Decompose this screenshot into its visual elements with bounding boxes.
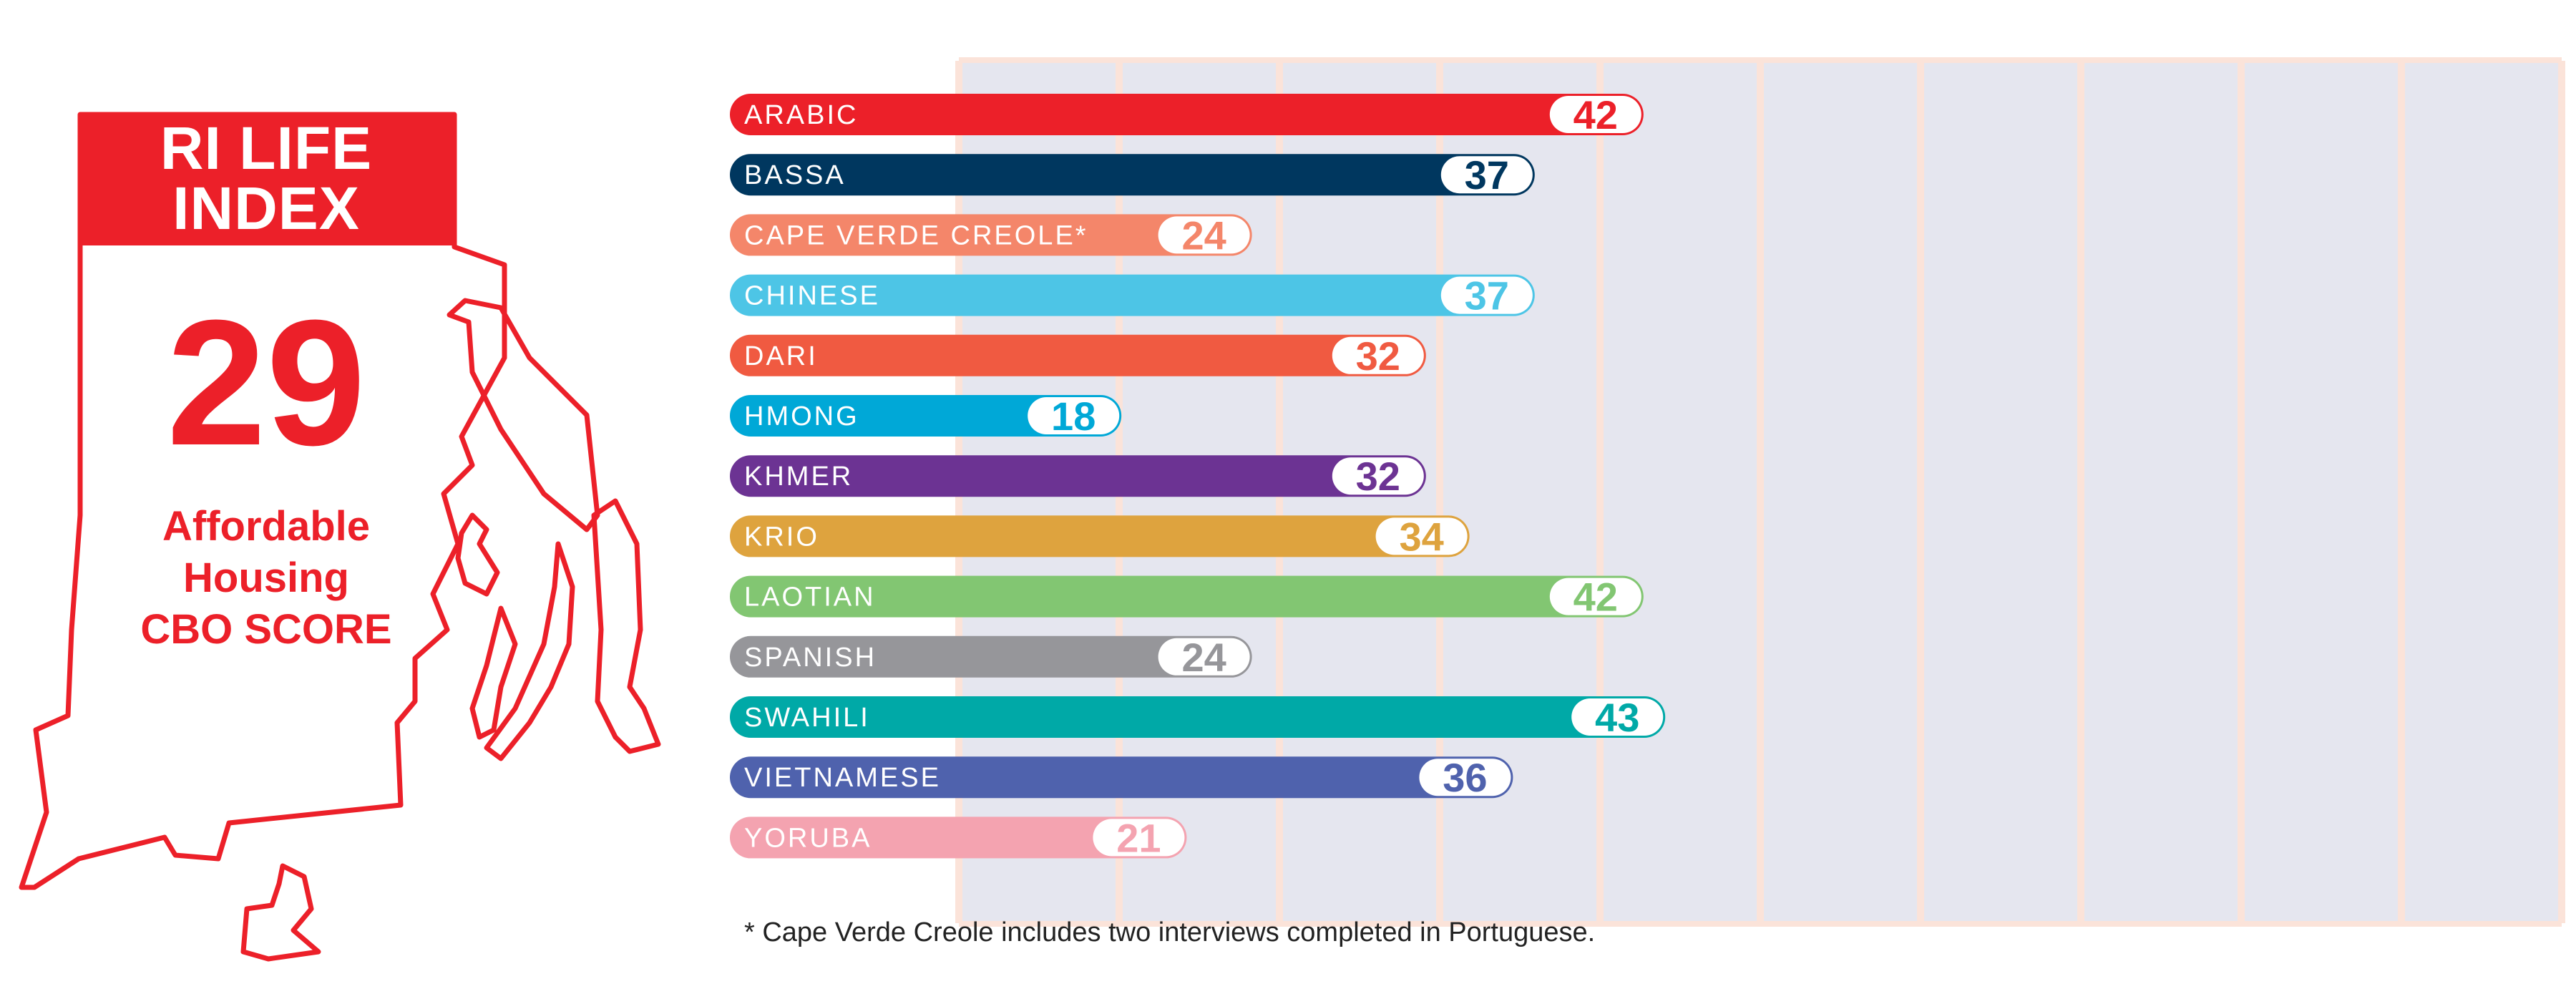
bar <box>730 94 1644 135</box>
data-label: 34 <box>1399 514 1443 559</box>
grid-line <box>1917 61 1924 923</box>
bar <box>730 395 1122 437</box>
category-label: CHINESE <box>744 281 880 311</box>
value-pill <box>1571 698 1664 736</box>
data-label: 42 <box>1574 92 1618 137</box>
conanicut-island-outline <box>455 512 500 597</box>
grid-line <box>2238 61 2245 923</box>
category-label: CAPE VERDE CREOLE* <box>744 220 1088 250</box>
data-label: 37 <box>1465 152 1509 198</box>
category-label: DARI <box>744 341 818 371</box>
index-title-line2: INDEX <box>172 175 360 242</box>
grid-line <box>959 57 2562 63</box>
sakonnet-outline <box>484 541 575 761</box>
bar <box>730 817 1187 859</box>
data-label: 24 <box>1181 213 1226 258</box>
value-pill <box>1332 336 1424 374</box>
block-island-outline <box>240 863 321 962</box>
value-pill <box>1440 276 1533 314</box>
value-pill <box>1332 457 1424 495</box>
score-label-line1: Affordable <box>162 503 370 550</box>
value-pill <box>1549 577 1641 615</box>
bar <box>730 756 1513 799</box>
data-label: 37 <box>1465 273 1509 318</box>
title-box <box>80 113 454 245</box>
bar <box>730 154 1535 196</box>
category-label: KRIO <box>744 522 819 552</box>
grid-line <box>1596 61 1604 923</box>
grid-line <box>1436 61 1443 923</box>
grid-line <box>2077 61 2084 923</box>
data-label: 36 <box>1443 755 1487 800</box>
value-pill <box>1440 156 1533 194</box>
value-pill <box>1419 759 1511 796</box>
bar <box>730 455 1426 497</box>
bar <box>730 575 1644 618</box>
category-label: HMONG <box>744 401 859 432</box>
data-label: 24 <box>1181 635 1226 680</box>
score-label: Affordable Housing CBO SCORE <box>80 501 452 655</box>
data-label: 43 <box>1595 695 1639 740</box>
value-pill <box>1158 216 1250 254</box>
grid-line <box>2558 61 2565 923</box>
bar <box>730 635 1252 678</box>
bar <box>730 696 1666 738</box>
index-title-line1: RI LIFE <box>160 114 373 182</box>
east-shore-outline <box>591 498 661 754</box>
category-label: BASSA <box>744 160 846 190</box>
data-label: 42 <box>1574 575 1618 620</box>
category-label: LAOTIAN <box>744 583 876 613</box>
bar <box>730 214 1252 256</box>
category-label: VIETNAMESE <box>744 763 941 793</box>
value-pill <box>1158 638 1250 676</box>
footnote: * Cape Verde Creole includes two intervi… <box>744 917 1596 947</box>
data-label: 18 <box>1051 394 1096 439</box>
bar <box>730 334 1426 376</box>
data-label: 21 <box>1116 815 1161 860</box>
category-label: SPANISH <box>744 643 877 673</box>
value-pill <box>1093 819 1185 857</box>
grid-line <box>959 921 2562 927</box>
bar <box>730 274 1535 316</box>
category-label: ARABIC <box>744 100 858 130</box>
grid-line <box>2398 61 2405 923</box>
score-label-line3: CBO SCORE <box>140 606 392 653</box>
value-pill <box>1028 397 1120 434</box>
overall-score: 29 <box>166 283 366 482</box>
value-pill <box>1375 517 1468 555</box>
category-label: YORUBA <box>744 823 872 853</box>
grid-line <box>1757 61 1764 923</box>
score-label-line2: Housing <box>183 555 349 601</box>
category-label: SWAHILI <box>744 703 870 733</box>
category-label: KHMER <box>744 462 853 492</box>
index-title: RI LIFE INDEX <box>80 118 452 247</box>
data-label: 32 <box>1356 333 1400 379</box>
bar <box>730 515 1470 557</box>
value-pill <box>1549 96 1641 133</box>
prudence-island-outline <box>469 605 518 740</box>
data-label: 32 <box>1356 454 1400 499</box>
